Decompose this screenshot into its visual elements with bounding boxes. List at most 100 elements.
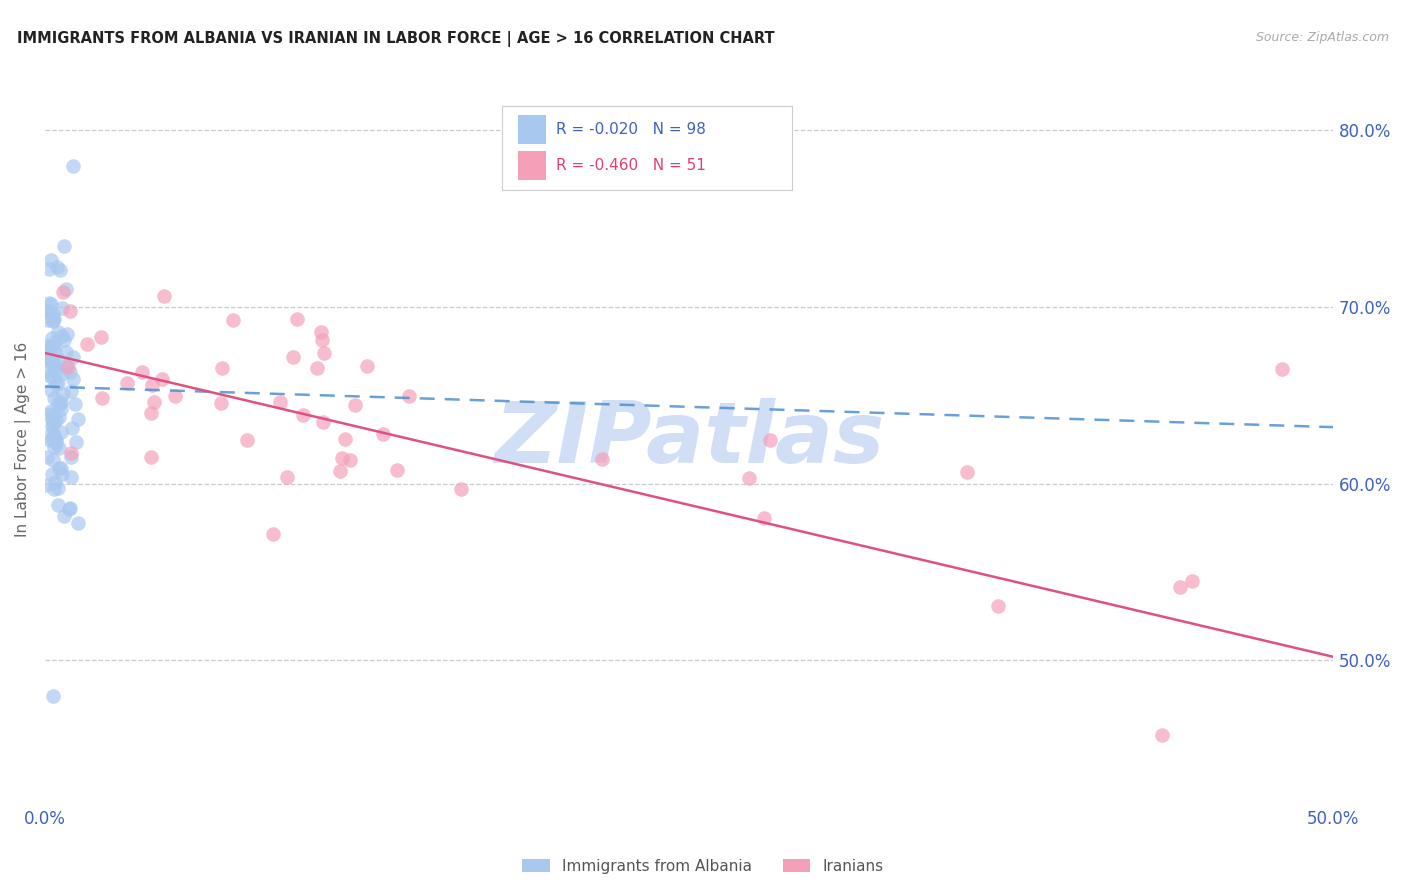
Point [262, 527, 284, 541]
Point [49, 402, 72, 417]
Point [42, 409, 65, 423]
Point [55, 359, 77, 373]
Point [38, 369, 60, 384]
Point [44, 435, 66, 450]
Point [41, 370, 63, 384]
Point [153, 288, 176, 302]
Point [46, 498, 69, 512]
Point [115, 376, 138, 391]
FancyBboxPatch shape [517, 115, 546, 145]
Point [48, 441, 70, 455]
Point [35, 450, 58, 464]
Point [46, 326, 69, 340]
FancyBboxPatch shape [502, 106, 792, 190]
Point [44, 432, 66, 446]
Point [55, 345, 77, 359]
Point [330, 450, 353, 465]
Point [48, 409, 70, 424]
Point [956, 466, 979, 480]
Point [51, 467, 73, 481]
Point [58, 502, 80, 516]
Point [141, 406, 163, 420]
Point [150, 372, 173, 386]
Point [60, 421, 83, 435]
Point [62, 372, 84, 386]
Point [52, 508, 75, 523]
Point [41, 425, 63, 439]
Point [44, 345, 66, 359]
Point [41, 416, 63, 430]
Point [311, 415, 333, 429]
Point [1270, 362, 1292, 376]
Point [63, 397, 86, 411]
Point [62, 159, 84, 173]
Point [49, 460, 72, 475]
Point [343, 398, 366, 412]
Point [59, 450, 82, 464]
Point [276, 470, 298, 484]
Point [45, 433, 67, 447]
Point [49, 425, 72, 440]
Point [41, 307, 63, 321]
Point [46, 396, 69, 410]
Point [58, 360, 80, 375]
Point [309, 325, 332, 339]
Point [759, 434, 782, 448]
Point [48, 352, 70, 367]
Point [44, 334, 66, 349]
Point [356, 359, 378, 373]
Point [39, 383, 62, 397]
Point [42, 352, 65, 367]
Point [35, 351, 58, 366]
Point [42, 340, 65, 354]
Point [41, 432, 63, 446]
Point [737, 471, 759, 485]
Point [55, 282, 77, 296]
Point [285, 312, 308, 326]
Point [44, 440, 66, 454]
Point [46, 376, 69, 391]
Point [235, 433, 257, 447]
Point [59, 384, 82, 398]
Point [398, 389, 420, 403]
Text: Source: ZipAtlas.com: Source: ZipAtlas.com [1256, 31, 1389, 45]
Point [53, 333, 76, 347]
Point [38, 340, 60, 354]
Point [42, 314, 65, 328]
Point [143, 395, 166, 409]
Point [312, 346, 335, 360]
Point [39, 353, 62, 368]
Point [37, 305, 59, 319]
Point [44, 475, 66, 489]
Point [38, 296, 60, 310]
Point [39, 407, 62, 421]
Point [45, 260, 67, 275]
Point [44, 482, 66, 496]
Point [41, 358, 63, 372]
Point [38, 304, 60, 318]
Point [305, 360, 328, 375]
Point [34, 351, 56, 366]
Point [62, 350, 84, 364]
Point [39, 252, 62, 267]
Point [39, 404, 62, 418]
Point [339, 453, 361, 467]
Point [37, 313, 59, 327]
Point [48, 461, 70, 475]
Text: IMMIGRANTS FROM ALBANIA VS IRANIAN IN LABOR FORCE | AGE > 16 CORRELATION CHART: IMMIGRANTS FROM ALBANIA VS IRANIAN IN LA… [17, 31, 775, 47]
Point [1181, 574, 1204, 589]
Point [385, 463, 408, 477]
Point [41, 413, 63, 427]
Point [44, 359, 66, 374]
Point [35, 478, 58, 492]
Point [269, 395, 291, 409]
Point [59, 469, 82, 483]
Point [91, 391, 114, 405]
Point [49, 395, 72, 409]
Point [52, 386, 75, 401]
Point [35, 338, 58, 352]
Point [37, 344, 59, 359]
Point [38, 433, 60, 447]
Point [51, 368, 73, 382]
Point [67, 412, 90, 426]
